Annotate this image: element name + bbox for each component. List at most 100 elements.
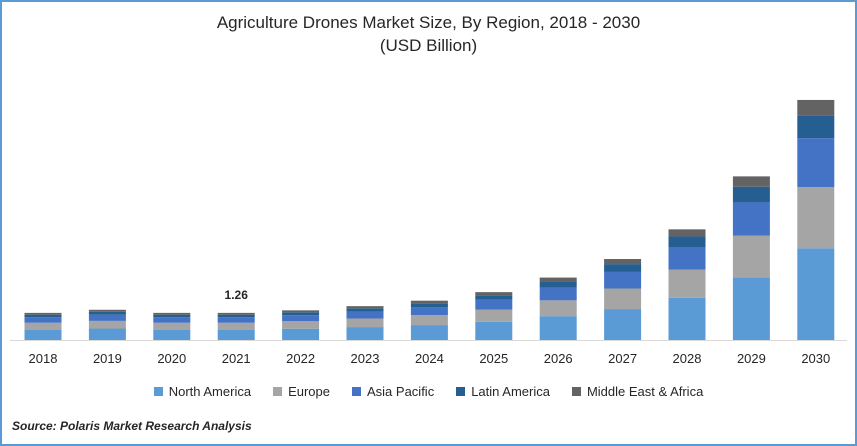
- bar-segment-europe-2025: [475, 309, 513, 322]
- bar-segment-asia-pacific-2029: [732, 202, 770, 236]
- bar-segment-north-america-2021: [217, 329, 255, 340]
- bar-segment-latin-america-2027: [604, 264, 642, 272]
- x-tick-label-2030: 2030: [801, 351, 830, 366]
- chart-subtitle: (USD Billion): [379, 36, 478, 55]
- x-tick-label-2020: 2020: [157, 351, 186, 366]
- legend-swatch: [153, 387, 163, 396]
- bar-segment-latin-america-2021: [217, 314, 255, 318]
- source-note: Source: Polaris Market Research Analysis: [12, 419, 252, 433]
- legend-label: Asia Pacific: [367, 384, 435, 399]
- bar-segment-north-america-2029: [732, 277, 770, 340]
- legend-item-latin-america: Latin America: [456, 384, 550, 399]
- bar-segment-latin-america-2029: [732, 186, 770, 203]
- bar-segment-asia-pacific-2027: [604, 271, 642, 289]
- bar-segment-asia-pacific-2023: [346, 311, 384, 319]
- bar-segment-middle-east-africa-2025: [475, 292, 513, 296]
- legend-swatch: [352, 387, 361, 396]
- bar-segment-asia-pacific-2020: [153, 317, 191, 323]
- x-tick-label-2024: 2024: [415, 351, 444, 366]
- bar-segment-middle-east-africa-2027: [604, 259, 642, 265]
- bar-segment-europe-2030: [797, 187, 835, 249]
- x-tick-label-2022: 2022: [286, 351, 315, 366]
- bar-segment-north-america-2019: [88, 328, 126, 340]
- bar-segment-asia-pacific-2028: [668, 246, 706, 270]
- bar-segment-north-america-2023: [346, 327, 384, 340]
- bar-segment-latin-america-2019: [88, 311, 126, 315]
- bar-segment-asia-pacific-2030: [797, 138, 835, 188]
- x-tick-label-2029: 2029: [737, 351, 766, 366]
- bar-segment-europe-2028: [668, 269, 706, 298]
- chart-legend: North America Europe Asia Pacific Latin Ame…: [0, 384, 857, 399]
- bar-segment-middle-east-africa-2020: [153, 312, 191, 315]
- x-tick-label-2028: 2028: [673, 351, 702, 366]
- x-tick-label-2021: 2021: [222, 351, 251, 366]
- bar-segment-north-america-2022: [282, 328, 320, 340]
- bar-segment-europe-2021: [217, 322, 255, 330]
- bar-segment-europe-2019: [88, 320, 126, 329]
- bar-segment-middle-east-africa-2028: [668, 229, 706, 237]
- bar-segment-north-america-2025: [475, 321, 513, 340]
- x-tick-label-2018: 2018: [29, 351, 58, 366]
- bar-segment-europe-2029: [732, 235, 770, 278]
- bar-segment-middle-east-africa-2018: [24, 312, 62, 315]
- bar-segment-north-america-2018: [24, 329, 62, 340]
- bar-segment-europe-2020: [153, 322, 191, 330]
- legend-swatch: [571, 387, 581, 396]
- bar-segment-europe-2022: [282, 321, 320, 329]
- bar-segment-latin-america-2024: [410, 303, 448, 308]
- bar-segment-latin-america-2023: [346, 308, 384, 312]
- bar-segment-asia-pacific-2025: [475, 299, 513, 310]
- x-tick-label-2026: 2026: [544, 351, 573, 366]
- x-tick-label-2023: 2023: [351, 351, 380, 366]
- bar-segment-latin-america-2028: [668, 236, 706, 247]
- bar-segment-asia-pacific-2022: [282, 315, 320, 322]
- x-tick-label-2019: 2019: [93, 351, 122, 366]
- bar-segment-asia-pacific-2026: [539, 287, 577, 301]
- bar-segment-middle-east-africa-2026: [539, 277, 577, 282]
- legend-item-north-america: North America: [153, 384, 252, 399]
- bar-segment-asia-pacific-2021: [217, 317, 255, 323]
- legend-label: Latin America: [471, 384, 550, 399]
- bar-segment-latin-america-2030: [797, 115, 835, 139]
- bar-segment-europe-2024: [410, 315, 448, 326]
- bar-segment-middle-east-africa-2019: [88, 309, 126, 312]
- bar-segment-asia-pacific-2019: [88, 314, 126, 321]
- legend-label: Europe: [288, 384, 330, 399]
- bar-segment-middle-east-africa-2021: [217, 312, 255, 315]
- bar-segment-latin-america-2020: [153, 314, 191, 318]
- bar-segment-latin-america-2025: [475, 295, 513, 300]
- bar-segment-europe-2018: [24, 322, 62, 330]
- bar-segment-asia-pacific-2024: [410, 307, 448, 316]
- bar-segment-europe-2027: [604, 288, 642, 310]
- x-tick-label-2025: 2025: [479, 351, 508, 366]
- bar-segment-north-america-2026: [539, 316, 577, 340]
- bar-segment-latin-america-2026: [539, 281, 577, 288]
- bar-segment-middle-east-africa-2029: [732, 176, 770, 187]
- bar-segment-north-america-2020: [153, 329, 191, 340]
- bar-segment-latin-america-2022: [282, 312, 320, 316]
- legend-label: Middle East & Africa: [586, 384, 704, 399]
- bar-segment-middle-east-africa-2030: [797, 99, 835, 116]
- legend-swatch: [273, 387, 283, 396]
- legend-item-europe: Europe: [273, 384, 330, 399]
- bar-segment-north-america-2024: [410, 325, 448, 340]
- bar-segment-north-america-2030: [797, 248, 835, 340]
- legend-item-asia-pacific: Asia Pacific: [352, 384, 434, 399]
- chart-title-block: Agriculture Drones Market Size, By Regio…: [0, 11, 857, 57]
- bar-segment-middle-east-africa-2024: [410, 300, 448, 304]
- data-label-2021: 1.26: [225, 288, 249, 302]
- bar-segment-latin-america-2018: [24, 314, 62, 318]
- bar-segment-europe-2023: [346, 318, 384, 328]
- bar-segment-north-america-2027: [604, 309, 642, 340]
- bar-segment-middle-east-africa-2022: [282, 310, 320, 313]
- bar-segment-north-america-2028: [668, 297, 706, 340]
- bar-segment-middle-east-africa-2023: [346, 306, 384, 309]
- legend-item-middle-east-africa: Middle East & Africa: [571, 384, 704, 399]
- x-tick-label-2027: 2027: [608, 351, 637, 366]
- legend-label: North America: [168, 384, 252, 399]
- bar-segment-europe-2026: [539, 300, 577, 317]
- chart-title: Agriculture Drones Market Size, By Regio…: [216, 13, 641, 32]
- legend-swatch: [456, 387, 466, 396]
